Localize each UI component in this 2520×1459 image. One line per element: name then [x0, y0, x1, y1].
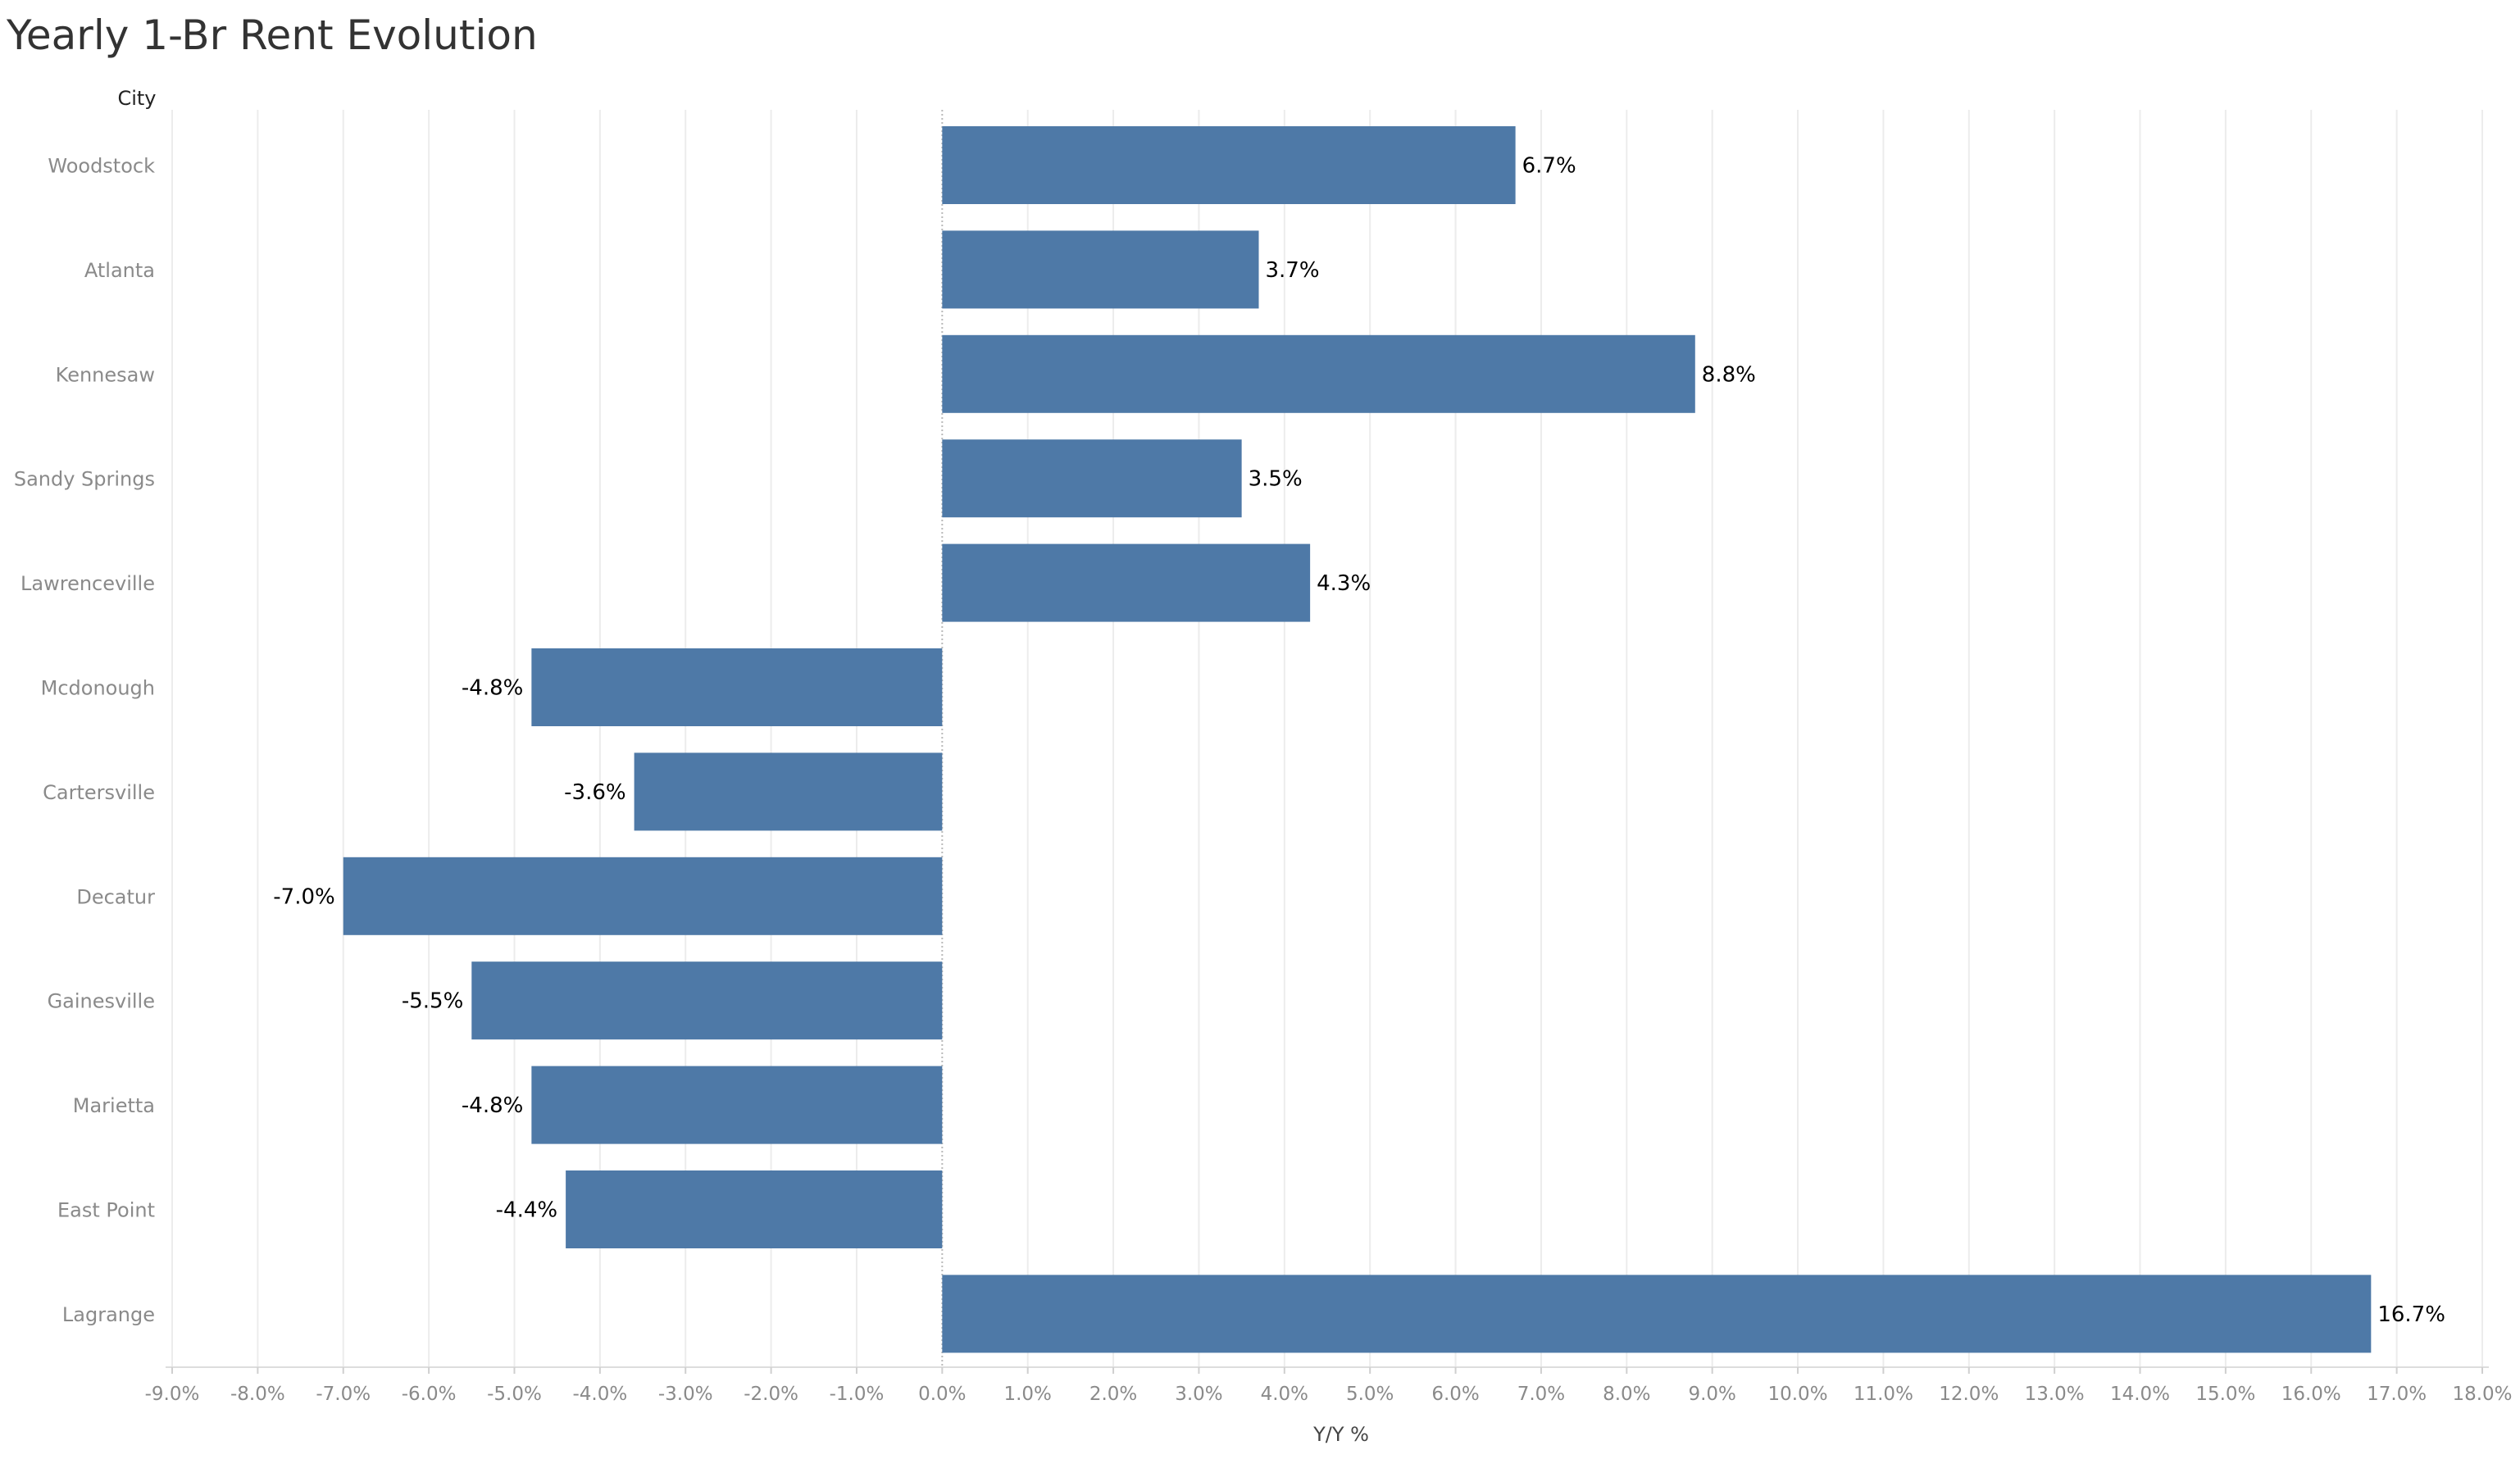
data-label: -4.4%: [496, 1198, 557, 1223]
category-label: Kennesaw: [56, 363, 155, 386]
category-label: Mcdonough: [41, 677, 155, 700]
data-label: -4.8%: [462, 1093, 523, 1118]
x-tick-label: 8.0%: [1603, 1384, 1650, 1405]
category-label: East Point: [57, 1199, 155, 1222]
category-label: Atlanta: [84, 259, 155, 282]
x-tick-label: 13.0%: [2025, 1384, 2085, 1405]
x-tick-label: 16.0%: [2281, 1384, 2341, 1405]
x-tick-label: 7.0%: [1517, 1384, 1565, 1405]
x-tick-label: -2.0%: [744, 1384, 798, 1405]
x-tick-label: 5.0%: [1346, 1384, 1394, 1405]
x-tick-label: 17.0%: [2367, 1384, 2427, 1405]
bar: [942, 1275, 2372, 1353]
data-label: 16.7%: [2377, 1302, 2445, 1327]
x-tick-label: 15.0%: [2195, 1384, 2255, 1405]
x-tick-label: 2.0%: [1089, 1384, 1137, 1405]
bar: [471, 961, 943, 1040]
x-tick-label: 14.0%: [2110, 1384, 2170, 1405]
bars: [343, 126, 2372, 1353]
x-tick-label: 9.0%: [1688, 1384, 1735, 1405]
bar: [566, 1170, 943, 1248]
category-label: Decatur: [76, 885, 155, 908]
chart-title: Yearly 1-Br Rent Evolution: [7, 11, 538, 59]
bar: [942, 439, 1242, 518]
gridlines: [171, 110, 2483, 1367]
bar: [634, 752, 943, 831]
x-tick-label: 0.0%: [918, 1384, 966, 1405]
category-label: Lawrenceville: [20, 572, 155, 595]
x-tick-label: -6.0%: [402, 1384, 457, 1405]
category-label: Cartersville: [43, 781, 155, 804]
x-tick-label: 12.0%: [1939, 1384, 1999, 1405]
category-label: Woodstock: [48, 155, 155, 178]
data-label: -5.5%: [402, 989, 463, 1014]
bar: [942, 543, 1311, 622]
x-tick-label: 18.0%: [2452, 1384, 2512, 1405]
x-tick-label: 11.0%: [1854, 1384, 1913, 1405]
x-tick-label: -5.0%: [487, 1384, 542, 1405]
x-tick-label: 10.0%: [1767, 1384, 1827, 1405]
category-label: Sandy Springs: [14, 468, 155, 491]
x-tick-label: -4.0%: [572, 1384, 627, 1405]
bar: [531, 648, 943, 726]
axes: City Y/Y % Woodstock Atlanta Kennesaw Sandy…: [14, 87, 2513, 1446]
x-tick-label: -1.0%: [830, 1384, 885, 1405]
bar: [942, 334, 1695, 413]
x-tick-label: 6.0%: [1431, 1384, 1479, 1405]
bar: [531, 1066, 943, 1144]
x-tick-label: -3.0%: [658, 1384, 713, 1405]
x-axis-title: Y/Y %: [1312, 1423, 1369, 1446]
data-labels: 6.7% 3.7% 8.8% 3.5% 4.3% -4.8% -3.6% -7.0% -5.5%…: [273, 154, 2445, 1327]
data-label: 3.7%: [1266, 258, 1320, 283]
data-label: 8.8%: [1702, 362, 1756, 387]
category-label: Marietta: [73, 1094, 155, 1117]
data-label: 6.7%: [1522, 154, 1576, 179]
bar: [942, 230, 1259, 309]
x-tick-label: 4.0%: [1261, 1384, 1308, 1405]
category-label: Lagrange: [62, 1303, 155, 1326]
bar: [942, 126, 1516, 204]
x-tick-label: 3.0%: [1175, 1384, 1222, 1405]
x-tick-label: -7.0%: [316, 1384, 371, 1405]
category-label: Gainesville: [48, 990, 155, 1013]
data-label: -3.6%: [564, 780, 625, 805]
y-axis-title: City: [117, 87, 156, 110]
data-label: -4.8%: [462, 676, 523, 701]
bar: [343, 857, 943, 935]
x-tick-label: 1.0%: [1003, 1384, 1051, 1405]
data-label: -7.0%: [273, 884, 334, 909]
x-tick-label: -8.0%: [230, 1384, 285, 1405]
data-label: 4.3%: [1317, 571, 1371, 596]
x-tick-label: -9.0%: [145, 1384, 200, 1405]
data-label: 3.5%: [1249, 467, 1303, 492]
